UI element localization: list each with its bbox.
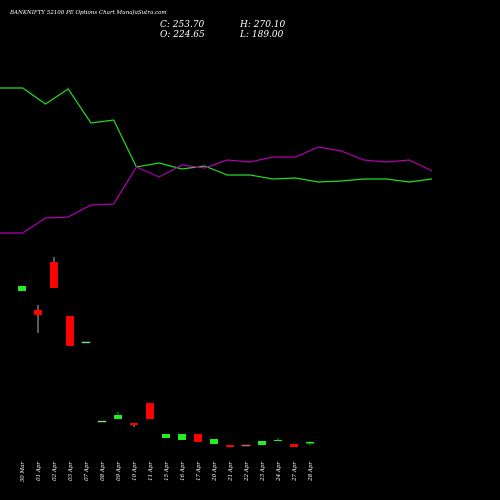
x-tick-label: 21 Apr: [228, 462, 234, 482]
x-tick-label: 27 Apr: [292, 462, 298, 482]
line-series: [0, 87, 433, 183]
x-tick-label: 11 Apr: [148, 462, 154, 481]
candle-body: [194, 433, 202, 442]
x-tick-label: 23 Apr: [260, 462, 266, 482]
x-tick-label: 15 Apr: [164, 462, 170, 481]
candle-body: [162, 433, 170, 438]
candle-body: [306, 441, 314, 444]
candle-body: [18, 285, 26, 291]
candle-body: [34, 309, 42, 315]
candle-body: [226, 445, 234, 447]
chart-title: BANKNIFTY 52100 PE Options Chart MunafaS…: [9, 10, 167, 16]
info-close: C: 253.70: [160, 20, 205, 30]
candle-body: [178, 433, 186, 440]
candle-body: [210, 439, 218, 444]
candle-body: [114, 415, 122, 419]
candle-body: [50, 261, 58, 288]
info-low: L: 189.00: [239, 30, 284, 40]
x-tick-label: 02 Apr: [52, 462, 58, 481]
candle-body: [146, 403, 154, 419]
candle-body: [258, 441, 266, 445]
candle-body: [81, 341, 91, 344]
x-tick-label: 08 Apr: [100, 462, 106, 481]
x-tick-label: 24 Apr: [276, 462, 282, 482]
x-tick-label: 20 Apr: [212, 462, 218, 482]
x-tick-label: 17 Apr: [196, 462, 202, 481]
candle-body: [66, 315, 74, 346]
x-tick-label: 16 Apr: [180, 462, 186, 481]
x-tick-label: 10 Apr: [132, 462, 138, 481]
x-tick-label: 07 Apr: [84, 462, 90, 481]
x-tick-label: 30 Mar: [20, 462, 26, 483]
x-tick-label: 28 Apr: [308, 462, 314, 482]
x-tick-label: 09 Apr: [116, 462, 122, 481]
info-high: H: 270.10: [239, 20, 286, 30]
candle-body: [130, 423, 138, 425]
x-tick-label: 01 Apr: [36, 462, 42, 481]
candle-body: [241, 444, 251, 447]
candle-body: [97, 420, 107, 423]
line-series: [0, 146, 433, 234]
x-tick-label: 03 Apr: [68, 462, 74, 481]
x-tick-label: 22 Apr: [244, 462, 250, 482]
info-open: O: 224.65: [160, 30, 205, 40]
candle-body: [290, 443, 298, 447]
candle-body: [274, 439, 282, 441]
